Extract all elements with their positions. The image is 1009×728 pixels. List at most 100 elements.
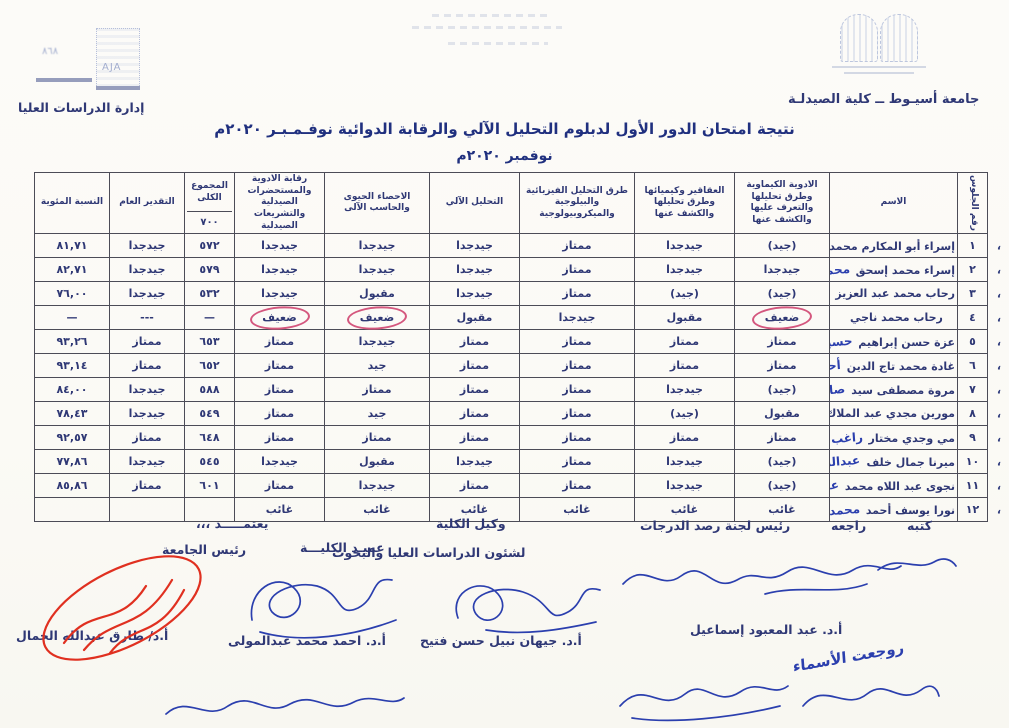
logo-arch-icon <box>880 14 918 62</box>
student-name-cell: نورا يوسف أحمد محمد <box>829 497 958 523</box>
grade-drug-control: ممتاز <box>234 425 325 451</box>
sign-off-row: كتبه راجعه رئيس لجنة رصد الدرجات <box>640 518 932 533</box>
grade-biostatistics: جيدجدا <box>324 257 430 283</box>
percentage: ٨١,٧١ <box>34 233 110 259</box>
table-row: ٥ ، عزة حسن إبراهيم حسين ممتاز ممتاز ممت… <box>34 329 1001 355</box>
header-seat-number: رقم الجلوس <box>957 171 988 235</box>
grade-chemical-drugs: جيدجدا <box>734 257 830 283</box>
grade-pharmacognosy: (جيد) <box>634 401 735 427</box>
bottom-signature <box>619 685 789 722</box>
percentage <box>34 497 110 523</box>
handwritten-tick: ، <box>996 503 1001 517</box>
artifact-line <box>412 26 562 29</box>
seat-number: ٩ <box>969 431 976 445</box>
table-row: ١٢ ، نورا يوسف أحمد محمد غائب غائب غائب … <box>34 497 1001 523</box>
student-name-cell: نجوى عبد اللاه محمد عثمان <box>829 473 958 499</box>
written-by-signature <box>877 558 957 571</box>
university-name: جامعة أسيـوط ــ كلية الصيدلـة <box>788 92 980 107</box>
grade-instrumental-analysis: ممتاز <box>429 401 520 427</box>
grade-pharmacognosy: غائب <box>634 497 735 523</box>
president-name: أ.د/ طارق عبدالله الجمال <box>16 628 169 643</box>
header-pharmacognosy: العقاقير وكيميائها وطرق تحليلها والكشف ع… <box>634 171 735 235</box>
president-signature <box>42 555 202 661</box>
header-analysis-methods: طرق التحليل الفيزيائية والبيلوجية والميك… <box>519 171 635 235</box>
seat-number-cell: ١٢ ، <box>957 497 1001 523</box>
student-name-printed: مي وجدي مختار <box>868 431 956 445</box>
grade-analysis-methods: ممتاز <box>519 233 635 259</box>
grade-drug-control: ممتاز <box>234 353 325 379</box>
grade-instrumental-analysis: غائب <box>429 497 520 523</box>
grade-biostatistics: جيد <box>324 353 430 379</box>
grade-analysis-methods: ممتاز <box>519 353 635 379</box>
student-name-printed: رحاب محمد ناجي <box>849 311 943 325</box>
percentage: ٧٨,٤٣ <box>34 401 110 427</box>
table-row: ١٠ ، ميرنا جمال خلف عبدالناصر (جيد) جيدج… <box>34 449 1001 475</box>
student-name-handwritten: محمد <box>829 261 851 279</box>
total-marks: ٥٨٨ <box>184 377 235 403</box>
overall-grade: جيدجدا <box>109 401 185 427</box>
document-subtitle: نوفمبر ٢٠٢٠م <box>456 148 553 164</box>
grade-instrumental-analysis: جيدجدا <box>429 233 520 259</box>
grade-analysis-methods: ممتاز <box>519 401 635 427</box>
grade-biostatistics: مقبول <box>324 449 430 475</box>
table-row: ٨ ، مورين مجدي عبد الملاك مقبول (جيد) مم… <box>34 401 1001 427</box>
seat-number: ٣ <box>969 287 976 301</box>
stamp-text: AJA <box>102 62 122 73</box>
header-row: رقم الجلوس الاسم الادوية الكيماوية وطرق … <box>34 171 988 235</box>
seat-number-cell: ٩ ، <box>957 425 1001 451</box>
grade-biostatistics: غائب <box>324 497 430 523</box>
seat-number: ١٠ <box>965 455 980 469</box>
total-marks: — <box>184 305 235 331</box>
total-marks: ٥٧٩ <box>184 257 235 283</box>
overall-grade: ممتاز <box>109 329 185 355</box>
grade-analysis-methods: ممتاز <box>519 473 635 499</box>
seat-number: ١ <box>969 239 976 253</box>
grade-drug-control: ضعيف <box>234 305 325 331</box>
stamp-number: ٨٦٨ <box>42 46 59 57</box>
student-name-printed: نورا يوسف أحمد <box>865 503 955 517</box>
grade-analysis-methods: جيدجدا <box>519 305 635 331</box>
total-marks <box>184 497 235 523</box>
grade-drug-control: جيدجدا <box>234 233 325 259</box>
handwritten-tick: ، <box>996 359 1001 373</box>
handwritten-tick: ، <box>996 311 1001 325</box>
total-marks: ٥٧٢ <box>184 233 235 259</box>
scan-artifact <box>412 12 562 56</box>
grade-biostatistics: جيدجدا <box>324 329 430 355</box>
grade-instrumental-analysis: ممتاز <box>429 329 520 355</box>
seat-number: ٧ <box>969 383 976 397</box>
grade-pharmacognosy: ممتاز <box>634 353 735 379</box>
overall-grade: ممتاز <box>109 353 185 379</box>
student-name-printed: مورين مجدي عبد الملاك <box>829 407 956 421</box>
grade-chemical-drugs: (جيد) <box>734 473 830 499</box>
bottom-signature <box>802 685 940 707</box>
handwritten-tick: ، <box>996 287 1001 301</box>
grade-biostatistics: جيدجدا <box>324 473 430 499</box>
student-name-cell: مي وجدي مختار راغب <box>829 425 958 451</box>
handwritten-tick: ، <box>996 335 1001 349</box>
logo-arch-icon <box>840 14 878 62</box>
student-name-cell: رحاب محمد ناجي <box>829 305 958 331</box>
seat-number: ١١ <box>965 479 980 493</box>
overall-grade: جيدجدا <box>109 377 185 403</box>
table-row: ٦ ، غادة محمد تاج الدين أحمد ممتاز ممتاز… <box>34 353 1001 379</box>
grade-instrumental-analysis: ممتاز <box>429 425 520 451</box>
grade-instrumental-analysis: جيدجدا <box>429 257 520 283</box>
table-row: ١١ ، نجوى عبد اللاه محمد عثمان (جيد) جيد… <box>34 473 1001 499</box>
handwritten-tick: ، <box>996 263 1001 277</box>
table-row: ٤ ، رحاب محمد ناجي ضعيف مقبول جيدجدا مقب… <box>34 305 1001 331</box>
total-max-marks: ٧٠٠ <box>187 211 232 232</box>
seat-number-cell: ٢ ، <box>957 257 1001 283</box>
overall-grade: جيدجدا <box>109 257 185 283</box>
percentage: ٨٤,٠٠ <box>34 377 110 403</box>
stamp-box <box>96 28 140 88</box>
department-name: إدارة الدراسات العليا <box>18 100 145 115</box>
grade-drug-control: ممتاز <box>234 401 325 427</box>
stamp-bar <box>36 78 92 82</box>
grade-chemical-drugs: (جيد) <box>734 233 830 259</box>
percentage: ٩٢,٥٧ <box>34 425 110 451</box>
total-marks: ٥٣٢ <box>184 281 235 307</box>
seat-number-cell: ٥ ، <box>957 329 1001 355</box>
grade-instrumental-analysis: جيدجدا <box>429 449 520 475</box>
